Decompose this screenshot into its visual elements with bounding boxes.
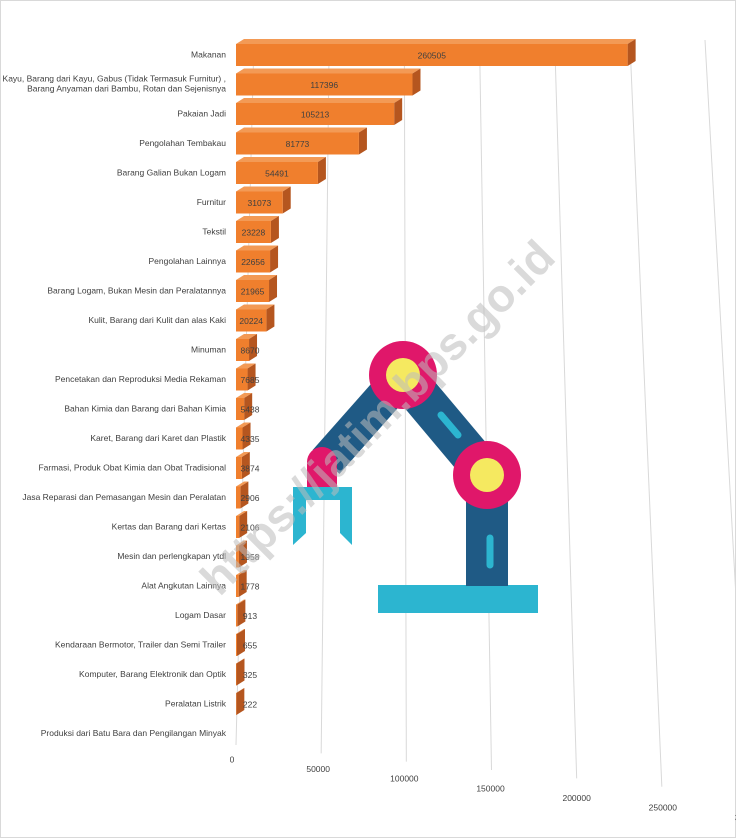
value-label: 54491 xyxy=(265,168,289,178)
category-label: Kertas dan Barang dari Kertas xyxy=(112,521,226,531)
category-label: Kendaraan Bermotor, Trailer dan Semi Tra… xyxy=(55,639,226,649)
category-label: Pencetakan dan Reproduksi Media Rekaman xyxy=(55,374,226,384)
x-tick-label: 200000 xyxy=(562,793,591,803)
value-label: 222 xyxy=(243,699,257,709)
x-tick-label: 250000 xyxy=(649,803,678,813)
value-label: 7685 xyxy=(241,375,260,385)
category-label: Makanan xyxy=(191,49,226,59)
value-label: 31073 xyxy=(248,198,272,208)
category-label: Furnitur xyxy=(197,197,226,207)
category-label: Produksi dari Batu Bara dan Pengilangan … xyxy=(41,728,227,738)
value-label: 260505 xyxy=(418,50,447,60)
value-label: 4335 xyxy=(241,434,260,444)
category-label: Peralatan Listrik xyxy=(165,698,227,708)
category-label: Bahan Kimia dan Barang dari Bahan Kimia xyxy=(64,403,226,413)
category-label: Kayu, Barang dari Kayu, Gabus (Tidak Ter… xyxy=(3,74,227,94)
value-label: 20224 xyxy=(239,316,263,326)
value-label: 105213 xyxy=(301,109,330,119)
bar-top xyxy=(236,128,367,133)
bar-top xyxy=(236,157,326,162)
page: {"chart_data": {"type": "bar3d", "orient… xyxy=(0,0,736,838)
category-label: Pengolahan Lainnya xyxy=(148,256,226,266)
bar-top xyxy=(236,187,291,192)
x-tick-label: 150000 xyxy=(476,783,505,793)
value-label: 23228 xyxy=(242,227,266,237)
category-label: Jasa Reparasi dan Pemasangan Mesin dan P… xyxy=(22,492,226,502)
bar-top xyxy=(236,98,402,103)
category-label: Logam Dasar xyxy=(175,610,226,620)
value-label: 117396 xyxy=(310,80,338,90)
x-tick-label: 100000 xyxy=(390,774,419,784)
x-tick-label: 0 xyxy=(230,754,235,764)
value-label: 5438 xyxy=(241,404,260,414)
value-label: 8670 xyxy=(241,345,260,355)
value-label: 3874 xyxy=(241,463,260,473)
category-label: Minuman xyxy=(191,344,226,354)
bar-top xyxy=(236,69,420,74)
category-label: Pengolahan Tembakau xyxy=(139,138,226,148)
value-label: 21965 xyxy=(241,286,265,296)
value-label: 81773 xyxy=(286,139,310,149)
category-label: Karet, Barang dari Karet dan Plastik xyxy=(90,433,226,443)
robot-base xyxy=(378,585,538,613)
category-label: Komputer, Barang Elektronik dan Optik xyxy=(79,669,227,679)
category-label: Tekstil xyxy=(202,226,226,236)
bar-front xyxy=(236,634,237,656)
bar-top xyxy=(236,39,636,44)
value-label: 325 xyxy=(243,670,257,680)
category-label: Barang Galian Bukan Logam xyxy=(117,167,226,177)
robot-joint-core xyxy=(470,458,504,492)
category-label: Pakaian Jadi xyxy=(177,108,226,118)
x-tick-label: 50000 xyxy=(306,764,330,774)
bar-front xyxy=(236,605,237,627)
value-label: 913 xyxy=(243,611,257,621)
value-label: 655 xyxy=(243,640,257,650)
category-label: Farmasi, Produk Obat Kimia dan Obat Trad… xyxy=(38,462,226,472)
chart: 050000100000150000200000250000300000 Mak… xyxy=(0,0,736,838)
category-label: Kulit, Barang dari Kulit dan alas Kaki xyxy=(89,315,227,325)
value-label: 22656 xyxy=(241,257,265,267)
category-label: Barang Logam, Bukan Mesin dan Peralatann… xyxy=(47,285,226,295)
